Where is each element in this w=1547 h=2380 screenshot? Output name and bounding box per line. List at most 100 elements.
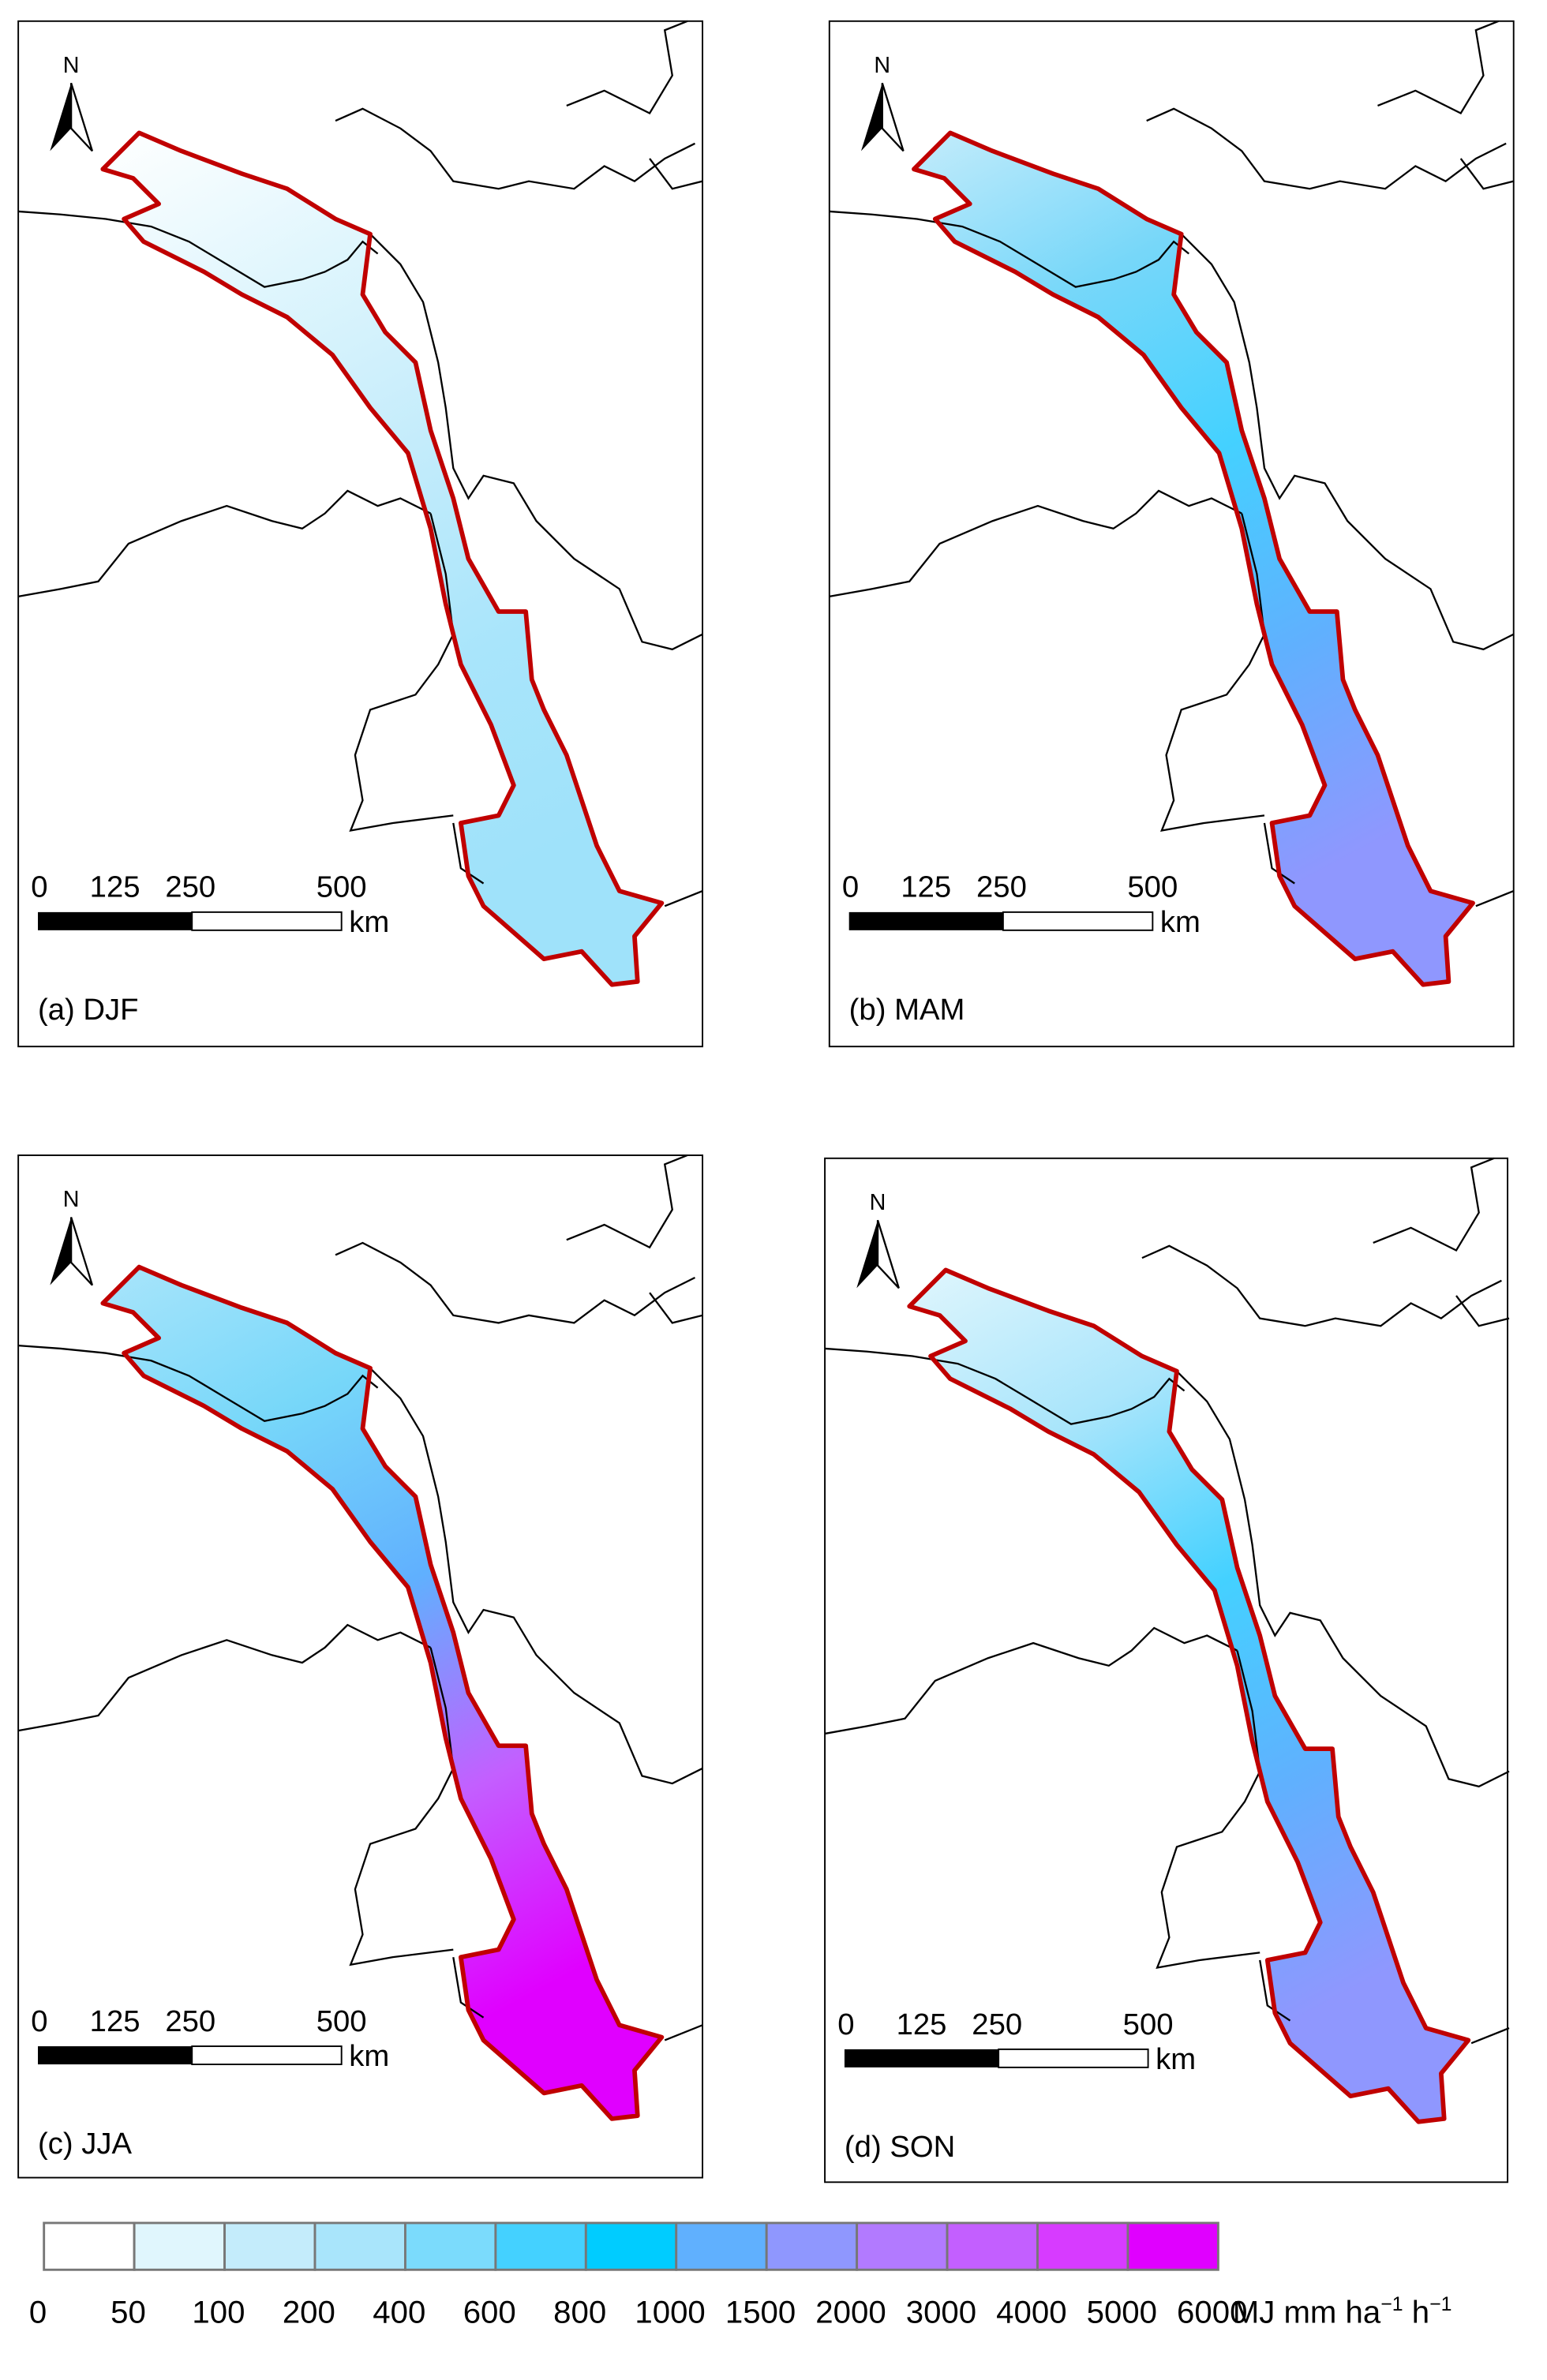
country-border [829,489,1242,598]
scale-unit: km [1156,2042,1196,2076]
legend-tick: 0 [29,2294,47,2329]
country-border [566,20,688,115]
north-label: N [63,53,80,78]
scale-tick: 500 [317,2004,367,2038]
country-border [566,1154,688,1249]
legend-swatch [765,2221,859,2271]
panel-label: (a) DJF [38,993,139,1027]
north-label: N [63,1187,80,1212]
scale-tick: 0 [31,2004,47,2038]
north-label: N [870,1190,886,1215]
country-border [1259,1959,1291,2022]
country-border [1475,890,1515,907]
legend-swatch [223,2221,317,2271]
legend-swatch [584,2221,678,2271]
country-border [649,1292,703,1324]
scale-tick: 125 [90,2004,140,2038]
legend-tick: 400 [373,2294,425,2329]
country-border [1180,233,1515,651]
scale-tick: 500 [317,870,367,904]
legend-swatch [946,2221,1039,2271]
scale-unit: km [1160,905,1201,939]
scale-tick: 0 [31,870,47,904]
legend-swatch [404,2221,497,2271]
country-border [1156,1650,1261,1970]
legend-tick: 4000 [996,2294,1066,2329]
country-border [335,107,696,190]
country-border [1455,1295,1510,1327]
basin-boundary [912,130,1475,987]
country-border [1141,1244,1502,1327]
scale-tick: 250 [165,870,215,904]
legend-tick: 1000 [635,2294,705,2329]
scale-tick: 500 [1123,2008,1174,2041]
legend-tick: 600 [463,2294,516,2329]
erosivity-surface [103,1267,662,2119]
legend-swatch [1036,2221,1129,2271]
scale-tick: 250 [972,2008,1022,2041]
country-border [17,489,432,598]
country-border [369,1368,703,1785]
basin-boundary [100,130,665,987]
country-border [452,1956,485,2019]
country-border [824,1626,1238,1735]
erosivity-surface [913,133,1474,985]
scale-unit: km [349,2039,389,2073]
legend-unit: MJ mm ha−1 h−1 [1233,2293,1452,2329]
scale-tick: 0 [842,870,859,904]
legend-tick: 6000 [1177,2294,1247,2329]
legend-swatch [313,2221,406,2271]
legend-tick: 50 [110,2294,146,2329]
country-border [1159,513,1266,833]
scale-tick: 125 [90,870,140,904]
country-border [452,822,485,885]
basin-boundary [907,1267,1471,2124]
panel-label: (c) JJA [38,2127,133,2161]
country-border [829,210,1189,288]
legend-tick: 100 [192,2294,245,2329]
country-border [369,233,703,651]
scale-tick: 250 [976,870,1027,904]
country-border [1263,822,1295,885]
legend-tick: 5000 [1087,2294,1157,2329]
basin-boundary [100,1264,665,2121]
country-border [17,1623,432,1732]
legend-tick: 200 [283,2294,335,2329]
scale-tick: 250 [165,2004,215,2038]
country-border [349,513,455,833]
scale-tick: 0 [837,2008,854,2041]
country-border [1470,2027,1510,2045]
north-arrow-icon [856,1219,900,1289]
legend-swatch [43,2221,136,2271]
legend-swatch [856,2221,949,2271]
scale-unit: km [349,905,389,939]
north-arrow-icon [860,82,905,152]
scale-tick: 500 [1127,870,1178,904]
legend-swatch [675,2221,768,2271]
panel-label: (b) MAM [849,993,965,1027]
legend-swatch [494,2221,587,2271]
country-border [649,158,703,190]
legend-tick: 3000 [906,2294,976,2329]
erosivity-surface [103,133,662,985]
country-border [1377,20,1500,115]
legend-tick: 2000 [815,2294,886,2329]
country-border [1176,1370,1510,1788]
country-border [664,890,703,907]
erosivity-surface [909,1270,1469,2122]
legend-swatch [1126,2221,1219,2271]
country-border [664,2024,703,2041]
scale-tick: 125 [897,2008,947,2041]
scale-tick: 125 [901,870,951,904]
legend-tick: 1500 [725,2294,796,2329]
country-border [1459,158,1514,190]
